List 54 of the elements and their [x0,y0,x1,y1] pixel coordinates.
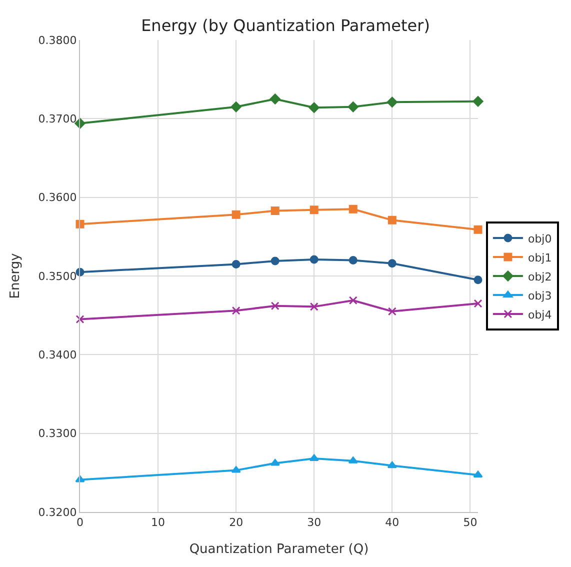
point [348,296,358,305]
y-axis-title: Energy [8,252,24,299]
x-tick-label: 0 [76,516,84,530]
y-tick-label: 0.3700 [38,112,77,126]
point [232,210,240,219]
x-tick-label: 10 [151,516,166,530]
point [472,96,484,107]
point [310,206,318,214]
point [232,306,240,315]
point [270,206,280,215]
legend-label: obj0 [528,232,552,246]
point [309,454,319,462]
point [348,204,358,214]
y-tick-label: 0.3300 [38,427,77,440]
point [231,466,241,473]
point [387,461,397,468]
point [310,255,318,264]
legend-label: obj2 [528,270,552,284]
y-tick-label: 0.3400 [38,348,77,362]
legend-label: obj1 [528,251,552,264]
point [270,94,280,104]
point [348,102,358,112]
point [76,315,84,324]
x-tick-label: 20 [229,516,244,530]
point [310,302,318,311]
point [270,458,280,466]
legend-label: obj3 [528,289,552,302]
point [386,96,398,108]
point [474,225,482,234]
point [232,260,240,268]
x-axis-title: Quantization Parameter (Q) [189,542,369,557]
x-tick-label: 40 [385,516,400,530]
point [388,216,396,224]
x-tick-label: 50 [463,516,478,530]
chart-title: Energy (by Quantization Parameter) [141,16,430,36]
point [76,220,84,228]
point [388,259,396,268]
point [348,456,358,464]
y-tick-label: 0.3800 [38,34,77,47]
point [348,256,358,265]
point [474,299,482,308]
point [388,307,396,316]
point [473,470,483,478]
point [308,102,320,113]
legend-label: obj4 [528,308,552,322]
point [230,102,242,112]
point [474,276,482,284]
y-tick-label: 0.3500 [38,270,77,283]
point [270,256,280,266]
point [75,476,85,482]
point [270,302,280,310]
y-tick-label: 0.3200 [38,506,77,519]
y-tick-label: 0.3600 [38,191,77,204]
x-tick-label: 30 [307,516,322,530]
